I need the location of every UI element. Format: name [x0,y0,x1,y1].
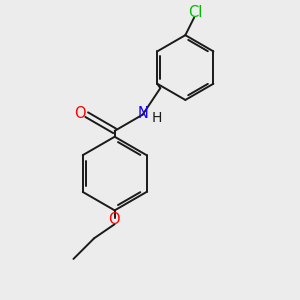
Text: O: O [109,212,120,227]
Text: N: N [138,106,149,121]
Text: H: H [152,111,162,125]
Text: O: O [74,106,86,121]
Text: Cl: Cl [188,5,203,20]
